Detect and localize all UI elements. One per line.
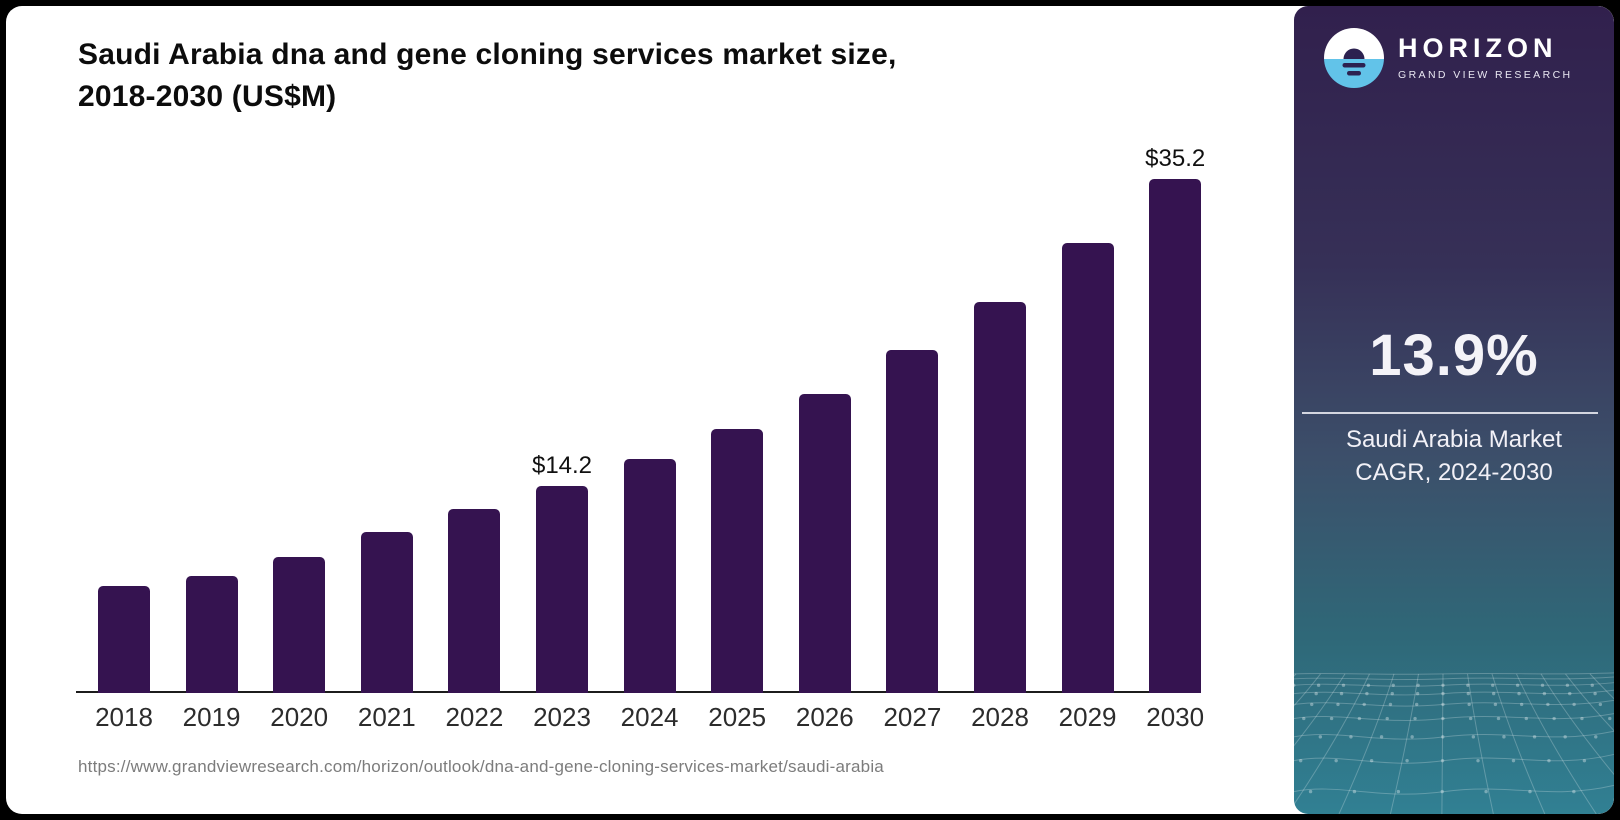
x-axis-label-2026: 2026 (795, 702, 854, 732)
bar-2021 (360, 532, 413, 693)
bar-chart: 2018 2019 2020 2021 2022 2023 2024 2025 2026 2027… (6, 6, 1294, 814)
x-axis-label-2020: 2020 (270, 702, 329, 732)
bar-2018 (98, 586, 150, 693)
cagr-label-line1: Saudi Arabia Market (1345, 426, 1563, 453)
chart-title: Saudi Arabia dna and gene cloning servic… (78, 34, 897, 118)
bar-2020 (273, 557, 326, 693)
bar-value-label-2030: $35.2 (1145, 145, 1206, 173)
brand-name: HORIZON (1398, 33, 1558, 63)
bar-2019 (185, 576, 238, 693)
bar-2030 (1149, 179, 1202, 693)
x-axis-label-2018: 2018 (95, 702, 153, 732)
bar-2027 (886, 350, 939, 693)
x-axis-label-2029: 2029 (1058, 702, 1117, 732)
x-axis-label-2024: 2024 (620, 702, 679, 732)
wireframe-mesh (1294, 672, 1614, 814)
bar-2028 (974, 302, 1026, 693)
x-axis-label-2028: 2028 (971, 702, 1029, 732)
x-axis-label-2030: 2030 (1146, 702, 1205, 732)
source-url: https://www.grandviewresearch.com/horizo… (78, 757, 884, 776)
bar-2025 (711, 429, 764, 693)
bar-2024 (623, 459, 676, 693)
x-axis-label-2019: 2019 (182, 702, 241, 732)
x-axis-label-2025: 2025 (708, 702, 767, 732)
chart-card: Saudi Arabia dna and gene cloning servic… (6, 6, 1614, 814)
horizon-sun-icon (1324, 28, 1384, 88)
bar-2029 (1061, 243, 1114, 693)
x-axis-label-2021: 2021 (357, 702, 416, 732)
bar-2023 (536, 486, 588, 693)
bar-value-label-2023: $14.2 (531, 451, 593, 479)
cagr-label-line2: CAGR, 2024-2030 (1355, 459, 1553, 486)
chart-title-line1: Saudi Arabia dna and gene cloning servic… (78, 38, 897, 71)
brand-subtitle: GRAND VIEW RESEARCH (1398, 69, 1573, 81)
sidebar: HORIZON GRAND VIEW RESEARCH 13.9% Saudi … (1294, 6, 1614, 814)
divider-line (1302, 412, 1598, 414)
cagr-label: Saudi Arabia Market CAGR, 2024-2030 (1294, 423, 1614, 489)
x-axis-label-2022: 2022 (445, 702, 504, 732)
bar-2022 (448, 509, 501, 693)
bar-2026 (798, 394, 851, 693)
brand-text: HORIZON GRAND VIEW RESEARCH (1398, 33, 1573, 82)
horizon-logo: HORIZON GRAND VIEW RESEARCH (1324, 28, 1573, 88)
x-axis-label-2027: 2027 (883, 702, 942, 732)
cagr-value: 13.9% (1369, 323, 1539, 388)
x-axis-label-2023: 2023 (533, 702, 591, 732)
chart-title-line2: 2018-2030 (US$M) (78, 80, 337, 113)
